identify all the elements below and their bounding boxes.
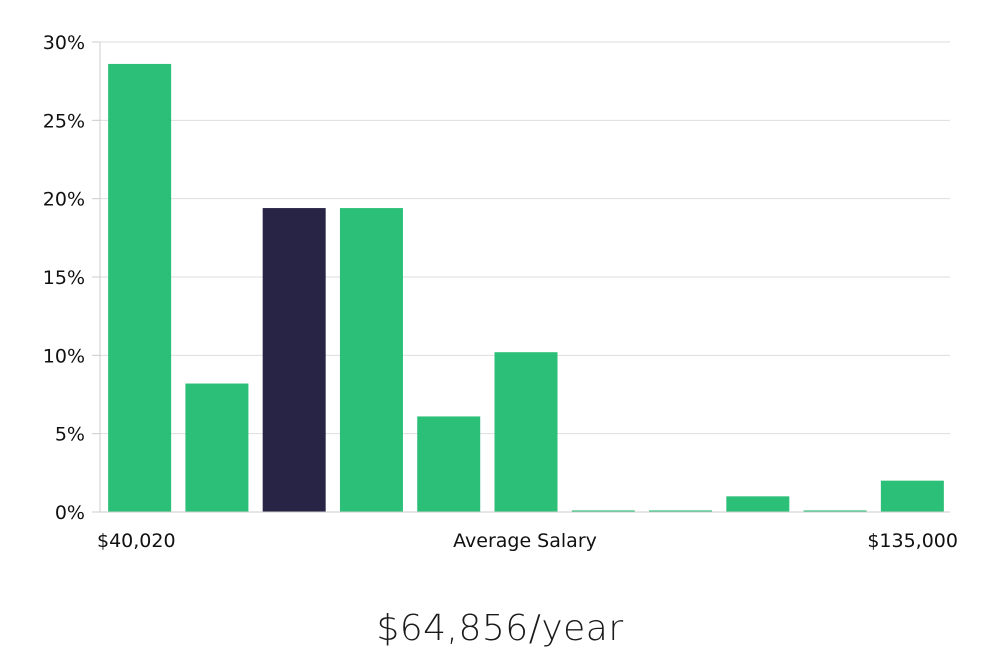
x-axis-title: Average Salary xyxy=(453,530,597,552)
y-tick-label: 0% xyxy=(55,502,85,524)
bar xyxy=(494,352,558,512)
y-tick-label: 30% xyxy=(43,32,85,54)
salary-histogram: 0% 5% 10% 15% 20% 25% 30% $40,020 Average Sala… xyxy=(43,32,958,552)
bar xyxy=(571,510,635,512)
bar-highlighted xyxy=(262,208,326,513)
y-tick-label: 15% xyxy=(43,267,85,289)
bars xyxy=(108,63,944,513)
y-axis-ticks: 0% 5% 10% 15% 20% 25% 30% xyxy=(43,32,100,524)
bar xyxy=(726,496,790,512)
average-salary-summary: $64,856/year xyxy=(376,608,624,649)
y-tick-label: 5% xyxy=(55,424,85,446)
y-tick-label: 25% xyxy=(43,110,85,132)
bar xyxy=(649,510,713,512)
bar xyxy=(880,480,944,512)
bar xyxy=(108,63,172,512)
x-axis-start-label: $40,020 xyxy=(97,530,176,552)
y-tick-label: 20% xyxy=(43,189,85,211)
grid-lines xyxy=(100,41,950,435)
bar xyxy=(417,416,481,512)
bar xyxy=(185,383,249,512)
bar xyxy=(803,510,867,512)
bar xyxy=(339,208,403,513)
y-tick-label: 10% xyxy=(43,345,85,367)
x-axis-end-label: $135,000 xyxy=(867,530,958,552)
